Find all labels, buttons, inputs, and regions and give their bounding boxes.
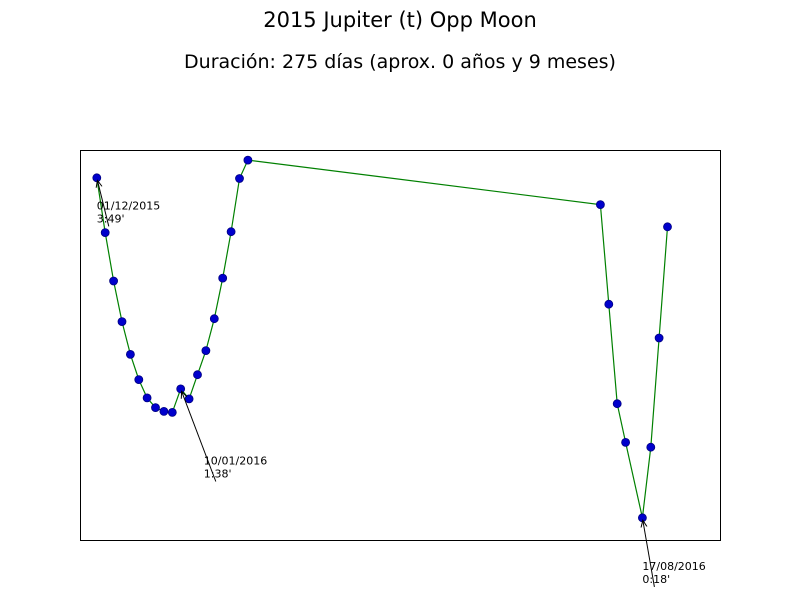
data-point: [142, 393, 152, 403]
annotation-date-label: 01/12/2015: [97, 199, 160, 212]
data-point: [92, 173, 102, 183]
chart-title: 2015 Jupiter (t) Opp Moon: [263, 8, 537, 32]
data-point: [663, 222, 672, 232]
data-point: [134, 375, 144, 385]
annotation-value-label: 0:18': [642, 573, 670, 586]
data-point: [596, 200, 605, 210]
series-marker-layer: [92, 155, 672, 523]
data-point: [184, 394, 194, 404]
data-point: [193, 370, 202, 380]
data-point: [621, 437, 630, 447]
annotation-date-label: 17/08/2016: [642, 560, 705, 573]
data-point: [159, 406, 169, 416]
data-point: [151, 403, 160, 413]
data-point: [646, 442, 656, 452]
data-point: [612, 399, 622, 409]
data-point: [243, 155, 253, 165]
data-point: [125, 349, 135, 359]
data-point: [109, 276, 118, 286]
data-point: [218, 273, 228, 283]
data-point: [201, 346, 211, 356]
annotation-arrow: [182, 391, 217, 482]
annotation-arrow: [643, 520, 655, 587]
data-point: [209, 314, 219, 324]
data-point: [226, 227, 236, 237]
data-point: [100, 228, 110, 238]
data-point: [235, 174, 244, 183]
data-point: [654, 333, 664, 343]
data-point: [117, 317, 127, 327]
annotation-value-label: 1:38': [204, 468, 232, 481]
data-point: [176, 384, 186, 394]
annotation-value-label: 3:49': [97, 212, 125, 225]
annotation-date-label: 10/01/2016: [204, 455, 267, 468]
data-point: [167, 407, 177, 417]
annotation-arrow: [97, 180, 110, 227]
chart-subtitle: Duración: 275 días (aprox. 0 años y 9 me…: [184, 51, 616, 73]
data-point: [604, 299, 614, 309]
plot-area-frame: [80, 150, 721, 541]
